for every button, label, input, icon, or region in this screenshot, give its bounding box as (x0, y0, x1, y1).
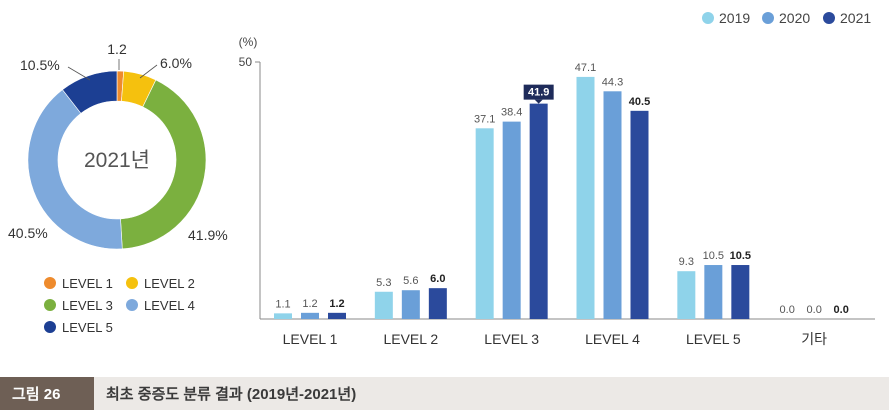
donut-legend-label: LEVEL 2 (144, 276, 195, 291)
bar-value-label: 10.5 (730, 250, 751, 262)
bar-legend-marker (762, 12, 774, 24)
donut-legend-marker (126, 299, 138, 311)
donut-legend-label: LEVEL 3 (62, 298, 113, 313)
x-tick-label: LEVEL 1 (283, 331, 338, 347)
bar-2021-level-1 (328, 312, 346, 319)
y-tick-label: 50 (239, 55, 253, 69)
bar-value-label: 10.5 (703, 250, 724, 262)
x-tick-label: LEVEL 4 (585, 331, 640, 347)
bar-2020-level-4 (603, 91, 622, 319)
donut-leader-line (139, 64, 158, 79)
x-tick-label: LEVEL 5 (686, 331, 741, 347)
bar-value-label: 44.3 (602, 76, 623, 88)
donut-legend-marker (44, 321, 56, 333)
bar-2021-level-5 (731, 265, 750, 319)
bar-value-label: 37.1 (474, 113, 495, 125)
donut-slice-label: 1.2 (107, 41, 127, 57)
figure-title: 최초 중증도 분류 결과 (2019년-2021년) (106, 386, 357, 403)
donut-legend-marker (44, 277, 56, 289)
bar-value-label: 47.1 (575, 62, 596, 74)
x-tick-label: 기타 (801, 331, 827, 347)
donut-slice-label: 40.5% (8, 225, 48, 241)
donut-legend-label: LEVEL 1 (62, 276, 113, 291)
bar-value-label: 1.2 (302, 298, 317, 310)
bar-chart: (%) 50 LEVEL 1 1.1 1.2 1.2 LEVEL 2 5.3 5.6 6.0 LEV… (239, 35, 875, 347)
bar-2019-level-3 (475, 128, 494, 319)
bar-2021-level-4 (630, 110, 649, 319)
bar-value-label: 9.3 (679, 256, 694, 268)
bar-legend-label: 2021 (840, 10, 871, 26)
bar-legend-marker (702, 12, 714, 24)
bar-2019-level-1 (274, 313, 292, 319)
bar-value-label: 0.0 (780, 304, 795, 316)
donut-legend-label: LEVEL 5 (62, 320, 113, 335)
figure-number: 그림 26 (0, 377, 94, 410)
donut-leader-line (67, 66, 91, 81)
bar-value-label: 38.4 (501, 107, 522, 119)
donut-slice-level-3 (120, 79, 207, 250)
donut-slice-label: 10.5% (20, 57, 60, 73)
bar-2020-level-1 (301, 312, 319, 319)
donut-slice-level-5 (62, 70, 118, 114)
bar-value-label: 0.0 (834, 304, 849, 316)
figure-caption: 그림 26 최초 중증도 분류 결과 (2019년-2021년) (0, 377, 889, 410)
bar-legend-label: 2019 (719, 10, 750, 26)
donut-chart: 1.2 6.0% 41.9% 40.5% 10.5% 2021년 (8, 41, 228, 250)
bar-legend: 2019 2020 2021 (702, 10, 871, 26)
bar-2019-level-2 (374, 291, 393, 319)
donut-slice-label: 41.9% (188, 227, 228, 243)
bar-value-label: 41.9 (528, 87, 549, 99)
bar-legend-marker (823, 12, 835, 24)
bar-2019-level-5 (677, 271, 696, 319)
bar-legend-label: 2020 (779, 10, 810, 26)
bar-2020-level-2 (401, 290, 420, 319)
bar-2019-level-4 (576, 76, 595, 319)
bar-value-label: 40.5 (629, 96, 650, 108)
donut-slice-level-4 (27, 89, 123, 250)
bar-value-label: 5.6 (403, 275, 418, 287)
bar-value-label: 1.1 (275, 298, 290, 310)
donut-legend-marker (44, 299, 56, 311)
bar-2021-level-3 (529, 103, 548, 319)
donut-slice-label: 6.0% (160, 55, 192, 71)
highlight-label-pointer (534, 99, 543, 104)
x-tick-label: LEVEL 2 (383, 331, 438, 347)
highlight-label-box (523, 84, 554, 100)
bar-value-label: 1.2 (329, 298, 344, 310)
bar-2020-level-3 (502, 121, 521, 320)
y-axis-label: (%) (239, 35, 258, 49)
bar-value-label: 5.3 (376, 277, 391, 289)
x-tick-label: LEVEL 3 (484, 331, 539, 347)
donut-legend: LEVEL 1 LEVEL 2 LEVEL 3 LEVEL 4 LEVEL 5 (44, 276, 195, 335)
donut-center-label: 2021년 (84, 149, 150, 172)
donut-legend-marker (126, 277, 138, 289)
bar-value-label: 6.0 (430, 273, 445, 285)
bar-2020-level-5 (704, 265, 723, 319)
bar-2021-level-2 (428, 288, 447, 319)
bar-value-label: 0.0 (807, 304, 822, 316)
donut-legend-label: LEVEL 4 (144, 298, 195, 313)
